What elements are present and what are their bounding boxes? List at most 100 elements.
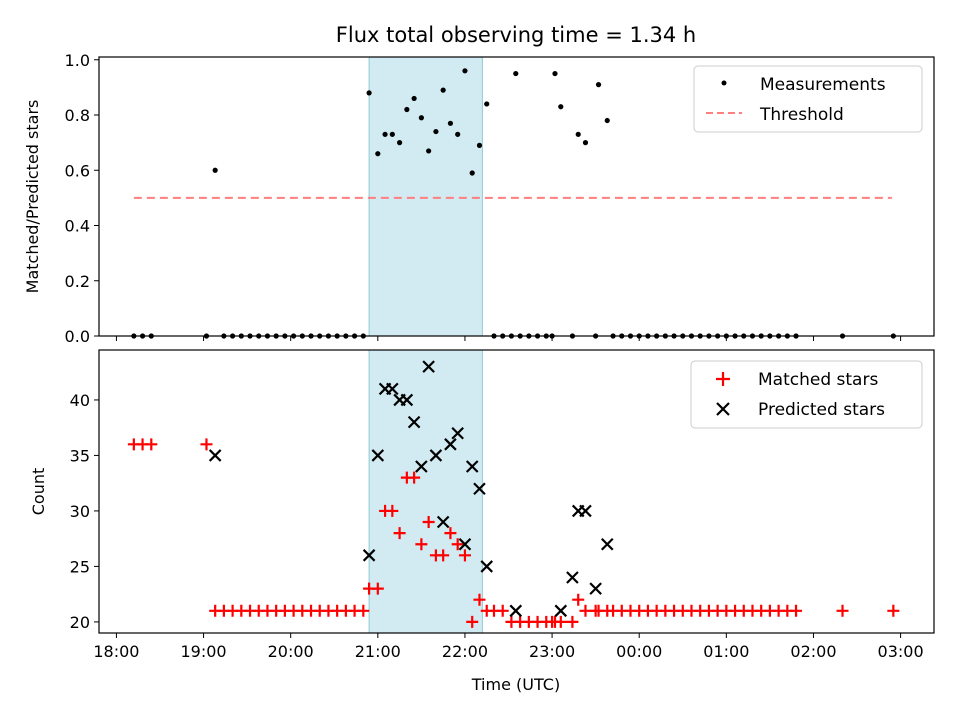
measurement-point [455, 131, 461, 137]
predicted-star-point [600, 537, 614, 551]
measurement-point [426, 148, 432, 154]
y-axis-label-count: Count [29, 468, 48, 516]
measurement-point [604, 117, 610, 124]
matched-star-point [572, 593, 585, 606]
measurement-point [411, 95, 417, 102]
x-tick-label: 19:00 [181, 642, 227, 661]
legend-label-matched: Matched stars [758, 370, 878, 390]
predicted-star-point [554, 604, 568, 618]
matched-star-point [466, 615, 479, 628]
matched-star-point [422, 516, 435, 529]
measurement-point [389, 131, 395, 137]
x-tick-label: 22:00 [442, 642, 488, 661]
matched-star-point [458, 549, 471, 562]
matched-star-point [496, 604, 509, 617]
measurement-point [476, 142, 483, 148]
panel-ratio: 0.0 0.2 0.4 0.6 0.8 1.0 Matched/Predicted sta… [23, 51, 935, 346]
predicted-star-point [589, 582, 602, 595]
measurement-point [212, 167, 218, 173]
matched-star-point [357, 604, 370, 617]
legend-marker-matched [716, 372, 730, 386]
predicted-star-point [444, 438, 457, 451]
predicted-star-point [473, 482, 486, 496]
matched-star-point [566, 615, 579, 628]
matched-star-point [200, 438, 213, 451]
x-tick-label: 18:00 [93, 642, 139, 661]
measurement-point [382, 131, 388, 137]
y-tick-label: 0.0 [65, 327, 90, 346]
legend-box [690, 360, 923, 429]
predicted-star-point [371, 449, 385, 462]
plot-frame [98, 349, 935, 634]
legend-count: Matched stars Predicted stars [690, 360, 923, 429]
predicted-star-point [436, 515, 450, 529]
chart-title: Flux total observing time = 1.34 h [336, 23, 696, 47]
predicted-star-point [579, 504, 592, 518]
legend-label-predicted: Predicted stars [758, 400, 885, 420]
shaded-band [368, 349, 483, 634]
y-tick-label: 0.8 [65, 106, 90, 125]
matched-star-point [554, 615, 567, 628]
matched-star-point [386, 504, 399, 517]
matched-star-point [145, 438, 158, 451]
measurement-point [433, 128, 439, 135]
matched-star-point [444, 527, 457, 540]
x-axis-label: Time (UTC) [471, 675, 560, 694]
predicted-star-point [362, 549, 376, 562]
measurement-point [558, 104, 564, 110]
y-tick-label: 1.0 [65, 51, 90, 70]
measurement-point [440, 87, 446, 93]
panel-count: 18:00 19:00 20:00 21:00 22:00 23:00 00:00 01:00… [29, 349, 935, 661]
predicted-star-point [407, 415, 421, 429]
measurement-point [513, 70, 519, 77]
measurement-point [462, 68, 468, 74]
matched-star-point [836, 604, 849, 617]
predicted-star-point [465, 460, 479, 473]
y-tick-label: 0.6 [65, 161, 90, 180]
ratio-axes: 0.0 0.2 0.4 0.6 0.8 1.0 [65, 51, 902, 346]
matched-star-point [408, 471, 421, 484]
plot-frame [98, 56, 935, 337]
count-axes: 18:00 19:00 20:00 21:00 22:00 23:00 00:00 01:00… [70, 391, 924, 661]
matched-star-point [887, 604, 900, 617]
y-tick-label: 35 [70, 446, 90, 465]
legend-ratio: Measurements Threshold [693, 65, 923, 133]
matched-star-point [579, 604, 592, 617]
matched-star-point [473, 593, 486, 606]
measurement-point [575, 131, 581, 137]
x-tick-label: 02:00 [790, 642, 836, 661]
x-tick-label: 23:00 [529, 642, 575, 661]
measurement-point [469, 170, 475, 176]
x-tick-label: 03:00 [878, 642, 924, 661]
x-tick-label: 00:00 [616, 642, 662, 661]
legend-label-threshold: Threshold [759, 105, 844, 125]
matched-star-point [393, 527, 406, 540]
x-tick-label: 20:00 [268, 642, 314, 661]
legend-label-measurements: Measurements [760, 75, 886, 95]
measurement-point [484, 101, 490, 107]
measurement-point [447, 120, 454, 126]
measurement-point [404, 106, 410, 113]
y-tick-label: 25 [70, 557, 90, 576]
y-tick-label: 30 [70, 502, 90, 521]
predicted-star-point [509, 604, 523, 618]
y-tick-label: 20 [70, 613, 90, 632]
measurement-point [552, 70, 558, 77]
predicted-star-point [386, 382, 399, 396]
y-tick-label: 40 [70, 391, 90, 410]
legend-marker-predicted [716, 402, 730, 416]
measurement-point [595, 82, 602, 88]
measurement-point [375, 151, 381, 157]
count-marks [127, 360, 900, 628]
predicted-star-point [400, 393, 414, 407]
predicted-star-point [429, 449, 443, 462]
matched-star-point [437, 549, 450, 562]
y-tick-label: 0.4 [65, 217, 90, 236]
y-tick-label: 0.2 [65, 272, 90, 291]
predicted-star-point [458, 537, 472, 551]
x-tick-label: 01:00 [703, 642, 749, 661]
legend-box [693, 65, 923, 133]
measurement-point [418, 115, 424, 121]
shaded-band [368, 56, 483, 337]
